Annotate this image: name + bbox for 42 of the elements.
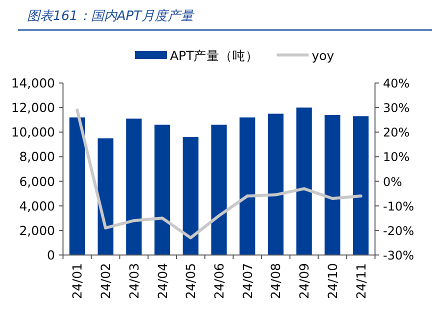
y-tick-label: 10,000 <box>11 124 56 140</box>
bar <box>240 117 256 255</box>
bar <box>296 108 312 255</box>
bar <box>182 137 198 255</box>
y2-tick-label: 0% <box>383 174 402 189</box>
legend-label: APT产量（吨） <box>170 48 259 63</box>
chart-title: 图表161：国内APT月度产量 <box>27 8 196 24</box>
y2-tick-label: -20% <box>383 224 414 238</box>
x-tick-label: 24/11 <box>353 263 368 300</box>
bar <box>268 114 284 255</box>
x-tick-label: 24/10 <box>324 262 340 300</box>
y2-tick-label: -10% <box>383 199 414 214</box>
bar <box>98 138 114 255</box>
bar <box>324 114 340 255</box>
y-tick-label: 8,000 <box>19 149 56 164</box>
bar <box>69 117 85 255</box>
y-tick-label: 0 <box>47 248 56 262</box>
bar <box>211 124 227 255</box>
y2-tick-label: 40% <box>383 76 410 90</box>
y2-tick-label: 20% <box>383 126 410 140</box>
y-tick-label: 2,000 <box>19 222 56 238</box>
y2-tick-label: -30% <box>383 248 414 262</box>
x-tick-label: 24/01 <box>70 263 85 300</box>
x-tick-label: 24/05 <box>183 263 198 300</box>
x-tick-label: 24/08 <box>268 262 284 300</box>
bar <box>353 116 369 255</box>
y-tick-label: 6,000 <box>19 174 56 189</box>
y2-tick-label: 10% <box>383 150 410 164</box>
line-series <box>76 108 362 240</box>
y-tick-label: 4,000 <box>19 198 56 214</box>
y2-tick-label: 30% <box>383 101 410 116</box>
bar <box>126 118 142 255</box>
x-tick-label: 24/06 <box>212 262 226 300</box>
x-tick-label: 24/09 <box>296 262 312 300</box>
x-tick-label: 24/02 <box>98 263 114 300</box>
x-tick-label: 24/07 <box>240 263 255 300</box>
y-tick-label: 12,000 <box>11 100 56 116</box>
y-tick-label: 14,000 <box>11 76 56 90</box>
x-tick-label: 24/04 <box>154 262 170 300</box>
bar <box>154 124 170 255</box>
x-tick-label: 24/03 <box>126 263 142 300</box>
legend-label: yoy <box>312 48 335 63</box>
